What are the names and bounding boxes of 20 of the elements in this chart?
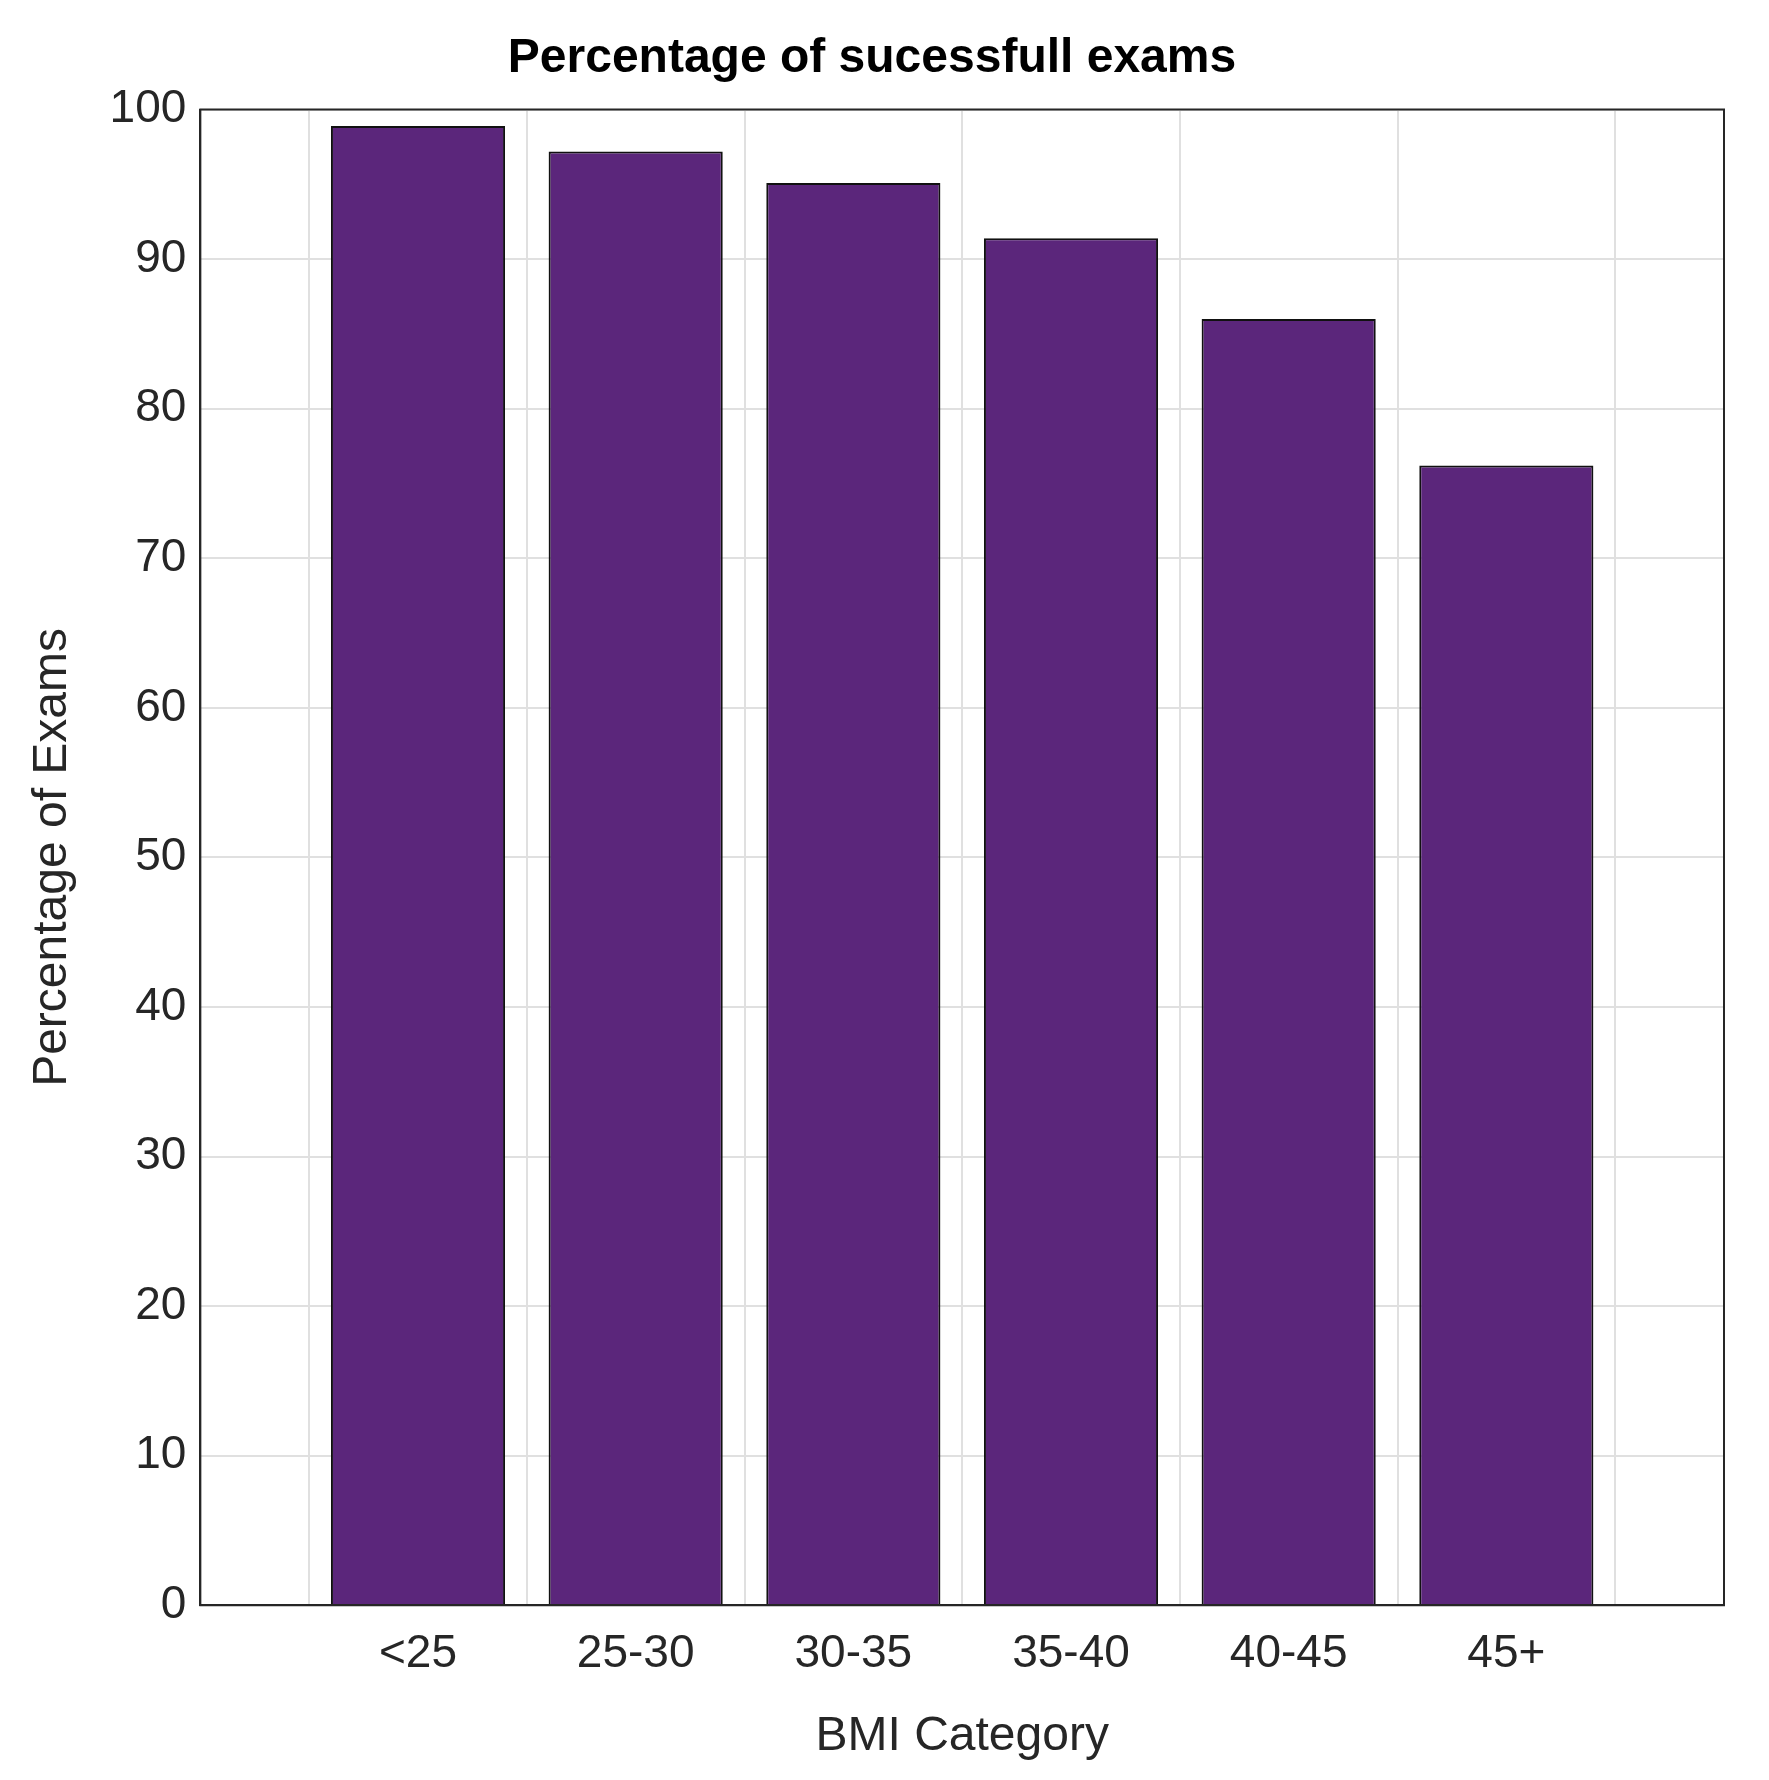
y-tick-label: 90 <box>135 229 187 282</box>
y-tick-label: 50 <box>135 828 187 881</box>
y-tick-label: 20 <box>135 1276 187 1329</box>
y-tick-label: 80 <box>135 379 187 432</box>
y-tick-label: 0 <box>160 1575 187 1628</box>
chart-title: Percentage of sucessfull exams <box>507 29 1237 83</box>
x-tick-label: 40-45 <box>1229 1625 1348 1678</box>
y-tick-label: 100 <box>109 80 187 133</box>
y-tick-label: 10 <box>135 1426 187 1479</box>
x-axis-title: BMI Category <box>815 1707 1109 1761</box>
x-tick-label: <25 <box>379 1625 458 1678</box>
y-tick-label: 70 <box>135 528 187 581</box>
x-tick-label: 45+ <box>1467 1625 1546 1678</box>
y-tick-label: 30 <box>135 1127 187 1180</box>
y-tick-label: 40 <box>135 977 187 1030</box>
x-tick-label: 35-40 <box>1012 1625 1130 1678</box>
y-axis-title: Percentage of Exams <box>23 627 77 1087</box>
x-tick-label: 30-35 <box>794 1625 913 1678</box>
y-tick-label: 60 <box>135 678 187 731</box>
x-tick-label: 25-30 <box>576 1625 695 1678</box>
